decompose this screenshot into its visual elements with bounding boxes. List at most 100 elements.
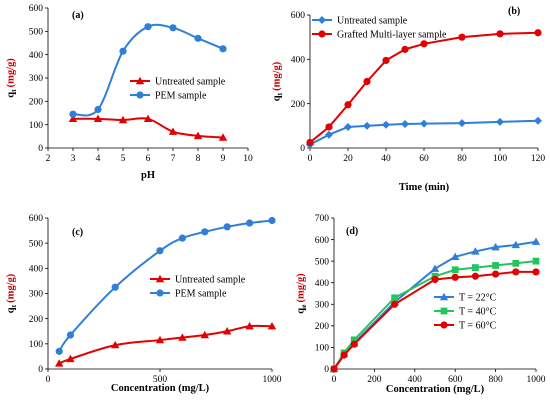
- data-point: [119, 47, 127, 55]
- legend-swatch-marker: [440, 307, 448, 315]
- y-tick-label: 200: [29, 315, 44, 325]
- data-point: [219, 45, 227, 53]
- x-tick-label: 8: [196, 154, 201, 164]
- series-line-2: [333, 270, 536, 370]
- data-point: [306, 138, 314, 147]
- data-point: [350, 336, 358, 344]
- x-tick-label: 100: [493, 154, 508, 164]
- y-axis-label-symbol: q: [6, 92, 17, 98]
- y-tick-label: 0: [38, 365, 43, 375]
- x-axis-label: pH: [141, 170, 155, 181]
- legend-label: Untreated sample: [337, 16, 408, 27]
- legend-label: PEM sample: [155, 91, 207, 102]
- data-point: [420, 40, 428, 48]
- legend-swatch-marker: [318, 30, 326, 38]
- y-tick-label: 600: [29, 214, 44, 224]
- data-point: [111, 340, 120, 349]
- y-tick-label: 400: [29, 265, 44, 275]
- y-tick-label: 600: [29, 4, 44, 14]
- x-tick-label: 4: [96, 154, 101, 164]
- data-point: [382, 56, 390, 65]
- series-line-0: [58, 324, 273, 365]
- y-axis-label-subscript: t: [9, 89, 18, 92]
- data-point: [344, 122, 352, 131]
- chart-panel-c: 0 100 200 300 400 500 600 0 500 1000 Concentration…: [6, 214, 282, 394]
- data-point: [458, 119, 466, 128]
- data-point: [344, 101, 352, 109]
- chart-panel-b: 0 200 400 600 0 20 40 60 80 100 120 Time (min) qt(mg…: [272, 6, 546, 193]
- data-point: [363, 121, 371, 130]
- y-axis-label-subscript: t: [275, 92, 284, 95]
- data-point: [420, 119, 428, 128]
- y-tick-label: 500: [315, 257, 330, 267]
- data-point: [118, 115, 128, 124]
- data-point: [223, 327, 232, 335]
- data-point: [471, 272, 479, 280]
- x-axis-label: Time (min): [399, 182, 450, 193]
- data-point: [492, 270, 500, 278]
- legend-swatch-marker: [136, 91, 144, 99]
- data-point: [55, 359, 64, 367]
- y-tick-label: 200: [29, 98, 44, 108]
- y-tick-label: 700: [315, 214, 330, 224]
- x-tick-label: 600: [448, 375, 463, 385]
- legend: T = 22°C T = 40°C T = 60°C: [434, 293, 497, 332]
- x-tick-label: 9: [221, 154, 226, 164]
- data-point: [66, 331, 74, 339]
- y-axis-label: qt(mg/g): [272, 61, 285, 101]
- legend: Untreated sample PEM sample: [150, 275, 246, 300]
- legend-label: PEM sample: [175, 289, 227, 300]
- data-point: [143, 114, 153, 123]
- data-point: [496, 30, 504, 38]
- data-point: [246, 219, 254, 227]
- y-tick-label: 600: [291, 11, 306, 21]
- legend-label: Grafted Multi-layer sample: [337, 30, 447, 41]
- data-point: [511, 240, 520, 249]
- x-tick-label: 5: [121, 154, 126, 164]
- legend-swatch-marker: [155, 274, 165, 283]
- panel-label: (a): [72, 10, 84, 21]
- y-tick-label: 0: [300, 144, 305, 154]
- panel-label: (c): [72, 227, 83, 238]
- series-line-1: [58, 219, 273, 352]
- y-tick-label: 300: [315, 300, 330, 310]
- x-tick-label: 0: [308, 154, 313, 164]
- data-point: [531, 237, 541, 245]
- series-line-1: [309, 31, 539, 144]
- data-point: [431, 275, 439, 284]
- data-point: [534, 29, 542, 37]
- x-tick-label: 200: [367, 375, 382, 385]
- data-point: [491, 242, 500, 251]
- legend-swatch-marker: [439, 292, 449, 301]
- y-tick-label: 500: [29, 239, 44, 249]
- series-line-0: [309, 119, 539, 146]
- data-point: [178, 234, 186, 242]
- legend-label: T = 22°C: [459, 293, 497, 304]
- data-point: [472, 264, 479, 272]
- data-point: [451, 273, 459, 281]
- data-point: [325, 123, 333, 131]
- data-point: [69, 110, 77, 118]
- legend-swatch-marker: [440, 321, 448, 329]
- x-tick-label: 40: [381, 154, 391, 164]
- data-point: [363, 77, 371, 86]
- legend-swatch-marker: [135, 76, 145, 85]
- y-tick-label: 200: [315, 322, 330, 332]
- data-point: [55, 347, 63, 355]
- y-tick-label: 400: [315, 279, 330, 289]
- data-point: [178, 333, 187, 341]
- y-tick-label: 400: [291, 56, 306, 66]
- series-line-0: [333, 240, 537, 370]
- y-axis-label: qe(mg/g): [296, 273, 309, 314]
- data-point: [496, 117, 504, 126]
- legend: Untreated sample Grafted Multi-layer samp…: [312, 16, 447, 41]
- legend-label: Untreated sample: [175, 275, 246, 286]
- x-tick-label: 500: [153, 375, 168, 385]
- data-point: [401, 120, 409, 129]
- panel-label: (b): [508, 6, 520, 17]
- y-tick-label: 400: [29, 51, 44, 61]
- data-point: [325, 130, 333, 139]
- data-point: [430, 264, 440, 272]
